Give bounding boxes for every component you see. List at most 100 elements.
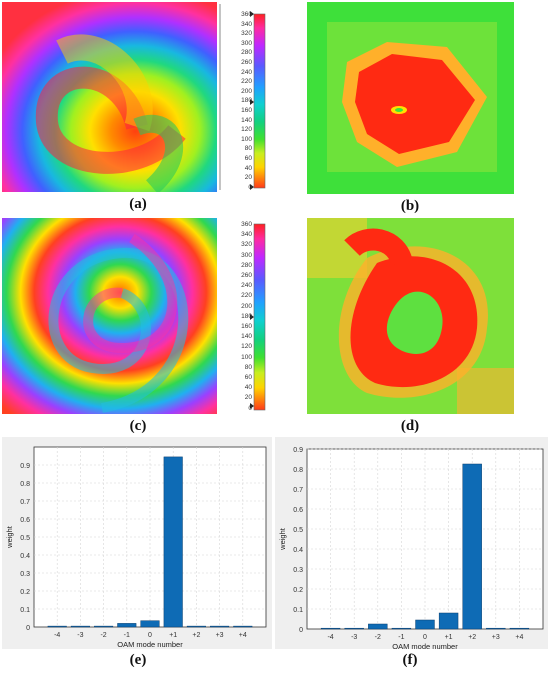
x-tick-label: -3 (351, 634, 357, 641)
y-axis-label: weight (5, 525, 14, 549)
cbar-c-tick: 140 (241, 333, 252, 341)
cbar-c-tick: 260 (241, 272, 252, 280)
chart-e-svg: 0 0.1 0.2 0.3 0.4 0.5 0.6 0.7 0.8 0.9 -4 -3 -2 -1 0 +1 +… (5, 446, 267, 649)
bar (94, 625, 114, 628)
cbar-a-tick: 180 (241, 97, 252, 105)
y-tick-label: 0.6 (293, 507, 303, 514)
cbar-a-tick: 20 (244, 174, 252, 182)
bar (210, 625, 230, 628)
x-axis-label: OAM mode number (117, 640, 183, 649)
x-tick-label: -4 (327, 634, 333, 641)
chart-f-svg: 0 0.1 0.2 0.3 0.4 0.5 0.6 0.7 0.8 0.9 -4 -3 -2 -1 0 +1 +… (278, 447, 544, 651)
y-tick-label: 0 (299, 627, 303, 634)
cbar-c-tick: 220 (241, 292, 252, 300)
bar (320, 627, 341, 630)
phase-map-c: 360 340 320 300 280 260 240 220 200 180 … (2, 218, 292, 414)
y-tick-label: 0.3 (293, 567, 303, 574)
bar (509, 627, 530, 630)
x-tick-label: +1 (445, 634, 453, 641)
cbar-c-tick: 320 (241, 241, 252, 249)
bar (186, 625, 206, 628)
x-tick-label: -3 (77, 632, 83, 639)
cbar-c-tick: 300 (241, 251, 252, 259)
colorbar-c-ticks: 360 340 320 300 280 260 240 220 200 180 … (230, 220, 252, 412)
x-tick-label: -1 (124, 632, 130, 639)
caption-f: (f) (402, 652, 418, 668)
bar (70, 625, 90, 628)
cbar-c-tick: 100 (241, 353, 252, 361)
bar (368, 623, 388, 630)
y-tick-label: 0.9 (293, 447, 303, 454)
bar (391, 627, 412, 630)
bar (117, 623, 137, 628)
bar (163, 456, 183, 628)
cbar-c-tick: 120 (241, 343, 252, 351)
cbar-a-tick: 280 (241, 49, 252, 57)
phase-map-a: 360 340 320 300 280 260 240 220 200 180 … (2, 2, 292, 194)
phase-map-a-svg (2, 2, 266, 194)
colorbar-c (250, 223, 266, 411)
cbar-c-tick: 0 (248, 404, 252, 412)
cbar-c-tick: 60 (244, 374, 252, 382)
phase-map-c-svg (2, 218, 266, 414)
y-tick-label: 0.8 (20, 481, 30, 488)
bar (438, 612, 459, 630)
x-tick-label: +4 (239, 632, 247, 639)
cbar-a-tick: 200 (241, 87, 252, 95)
cbar-a-tick: 240 (241, 68, 252, 76)
intensity-map-b-svg (307, 2, 514, 194)
intensity-map-d-svg (307, 218, 514, 414)
x-tick-label: -2 (100, 632, 106, 639)
y-tick-label: 0.8 (293, 467, 303, 474)
x-tick-label: +2 (468, 634, 476, 641)
cbar-c-tick: 80 (244, 363, 252, 371)
y-tick-label: 0.2 (293, 587, 303, 594)
cbar-a-tick: 60 (244, 154, 252, 162)
cbar-a-tick: 220 (241, 78, 252, 86)
cbar-c-tick: 360 (241, 221, 252, 228)
bar (415, 619, 435, 630)
caption-a: (a) (129, 196, 147, 212)
x-tick-label: -2 (375, 634, 381, 641)
cbar-a-tick: 140 (241, 116, 252, 124)
cbar-a-tick: 0 (248, 183, 252, 191)
y-tick-label: 0.7 (20, 499, 30, 506)
y-tick-label: 0.5 (20, 535, 30, 542)
y-axis-label: weight (278, 527, 287, 551)
chart-f: 0 0.1 0.2 0.3 0.4 0.5 0.6 0.7 0.8 0.9 -4 -3 -2 -1 0 +1 +… (275, 437, 548, 651)
x-tick-label: 0 (148, 632, 152, 639)
bar (344, 627, 364, 630)
cbar-c-tick: 240 (241, 282, 252, 290)
x-tick-label: +3 (492, 634, 500, 641)
cbar-a-tick: 100 (241, 135, 252, 143)
x-tick-label: 0 (423, 634, 427, 641)
cbar-a-tick: 300 (241, 39, 252, 47)
y-tick-label: 0 (26, 625, 30, 632)
x-tick-label: +3 (216, 632, 224, 639)
cbar-c-tick: 20 (244, 394, 252, 402)
cbar-c-tick: 180 (241, 312, 252, 320)
colorbar-a (250, 11, 266, 190)
cbar-a-tick: 80 (244, 145, 252, 153)
caption-b: (b) (400, 198, 420, 214)
bar (140, 620, 160, 628)
cbar-a-tick: 340 (241, 20, 252, 28)
chart-e: 0 0.1 0.2 0.3 0.4 0.5 0.6 0.7 0.8 0.9 -4 -3 -2 -1 0 +1 +… (2, 437, 272, 649)
colorbar-a-ticks: 360 340 320 300 280 260 240 220 200 180 … (230, 10, 252, 192)
cbar-a-tick: 360 (241, 11, 252, 18)
y-tick-label: 0.7 (293, 487, 303, 494)
intensity-map-b (307, 2, 514, 194)
cbar-c-tick: 200 (241, 302, 252, 310)
caption-e: (e) (129, 652, 147, 668)
y-tick-label: 0.9 (20, 463, 30, 470)
caption-d: (d) (400, 418, 420, 434)
cbar-a-tick: 40 (244, 164, 252, 172)
cbar-c-tick: 40 (244, 384, 252, 392)
x-tick-label: +2 (192, 632, 200, 639)
y-tick-label: 0.2 (20, 589, 30, 596)
bar (486, 627, 506, 630)
caption-c: (c) (129, 418, 147, 434)
cbar-a-tick: 160 (241, 106, 252, 114)
cbar-c-tick: 340 (241, 231, 252, 239)
cbar-c-tick: 280 (241, 261, 252, 269)
